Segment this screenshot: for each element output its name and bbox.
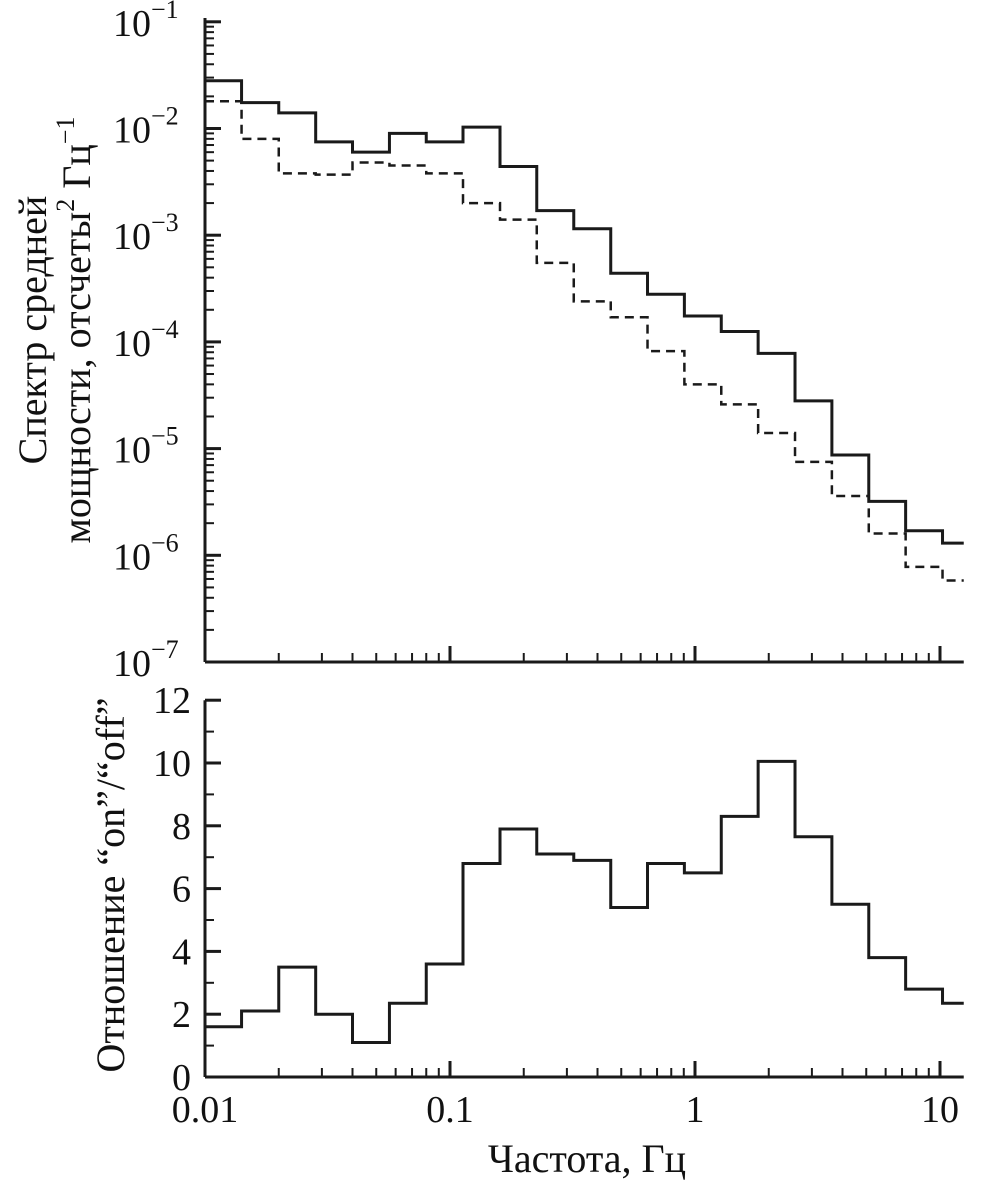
tick-base: 10 <box>113 216 151 258</box>
tick-exponent: −4 <box>151 315 179 344</box>
bottom-y-tick-label: 6 <box>172 869 191 911</box>
top-y-tick-labels: 10−110−210−310−410−510−610−7 <box>113 0 179 685</box>
tick-exponent: −1 <box>151 0 179 24</box>
tick-base: 10 <box>113 110 151 152</box>
tick-exponent: −3 <box>151 208 179 237</box>
series-off-step-line <box>205 100 964 582</box>
top-y-tick-label: 10−2 <box>113 102 179 152</box>
bottom-x-tick-label: 0.01 <box>172 1089 239 1131</box>
top-y-tick-label: 10−4 <box>113 315 179 365</box>
bottom-x-tick-labels: 0.01 0.1 1 10 <box>172 1089 959 1131</box>
tick-exponent: −6 <box>151 528 179 557</box>
top-y-tick-label: 10−7 <box>113 635 179 685</box>
top-y-tick-label: 10−6 <box>113 528 179 578</box>
bottom-x-tick-label: 10 <box>921 1089 959 1131</box>
tick-base: 10 <box>113 430 151 472</box>
bottom-y-tick-label: 8 <box>172 806 191 848</box>
top-y-tick-label: 10−5 <box>113 422 179 472</box>
bottom-y-tick-label: 2 <box>172 994 191 1036</box>
top-chart-panel: 10−110−210−310−410−510−610−7 Спектр сред… <box>10 0 964 685</box>
top-y-tick-label: 10−1 <box>113 0 179 45</box>
series-on-step-line <box>205 79 964 545</box>
bottom-y-tick-label: 0 <box>172 1057 191 1099</box>
series-ratio-step-line <box>203 759 964 1044</box>
top-y-axis-title-line2-sup2: −1 <box>51 117 80 145</box>
top-y-axis-title-line2-sup: 2 <box>51 199 80 212</box>
bottom-y-tick-labels: 0 2 4 6 8 10 12 <box>153 680 191 1099</box>
bottom-y-tick-label: 4 <box>172 931 191 973</box>
tick-base: 10 <box>113 643 151 685</box>
tick-exponent: −5 <box>151 422 179 451</box>
top-y-axis-title-line2-b: Гц <box>54 144 99 199</box>
bottom-y-tick-label: 10 <box>153 743 191 785</box>
bottom-chart-panel: 0 2 4 6 8 10 12 0.01 0.1 1 10 Отношение “on”/“off… <box>88 680 964 1181</box>
top-y-tick-label: 10−3 <box>113 208 179 258</box>
bottom-x-tick-label: 0.1 <box>426 1089 474 1131</box>
bottom-x-tick-label: 1 <box>686 1089 705 1131</box>
tick-exponent: −7 <box>151 635 179 664</box>
tick-base: 10 <box>113 3 151 45</box>
tick-exponent: −2 <box>151 102 179 131</box>
tick-base: 10 <box>113 323 151 365</box>
bottom-y-axis-title: Отношение “on”/“off” <box>88 698 133 1073</box>
top-y-axis-title-line2: мощности, отсчеты2 Гц−1 <box>51 117 99 544</box>
top-y-axis-title-line2-a: мощности, отсчеты <box>54 212 99 544</box>
x-axis-title: Частота, Гц <box>488 1136 686 1181</box>
bottom-y-tick-label: 12 <box>153 680 191 722</box>
tick-base: 10 <box>113 536 151 578</box>
top-y-axis-title-line1: Спектр средней <box>10 196 55 465</box>
